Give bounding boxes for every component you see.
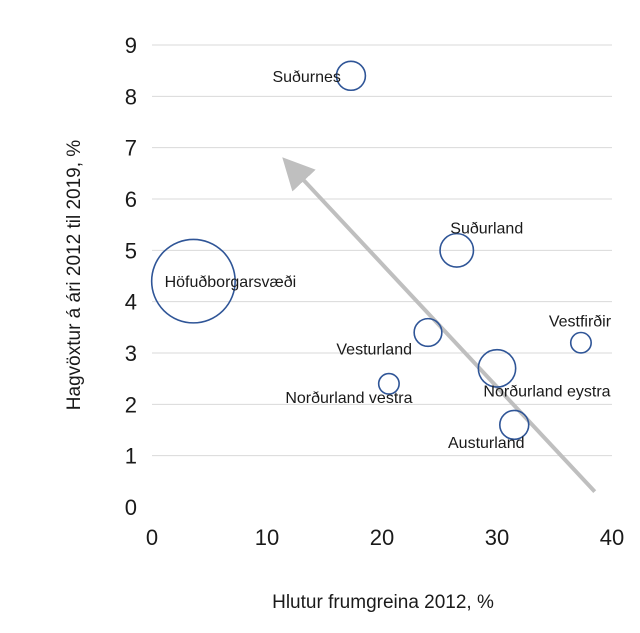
y-axis-title: Hagvöxtur á ári 2012 til 2019, % xyxy=(64,140,85,410)
point-label: Höfuðborgarsvæði xyxy=(165,274,297,291)
point-label: Norðurland vestra xyxy=(285,390,412,407)
y-tick-label: 9 xyxy=(125,33,137,58)
y-tick-label: 7 xyxy=(125,136,137,161)
y-tick-label: 2 xyxy=(125,392,137,417)
y-tick-label: 1 xyxy=(125,444,137,469)
y-tick-label: 3 xyxy=(125,341,137,366)
x-tick-label: 20 xyxy=(370,525,394,550)
grid-layer xyxy=(152,44,612,457)
bubble-point xyxy=(413,317,443,348)
point-label: Vestfirðir xyxy=(549,314,612,331)
point-label-layer: Suðurnes Höfuðborgarsvæði Suðurland Vesturl… xyxy=(165,69,612,452)
x-tick-label: 40 xyxy=(600,525,624,550)
x-tick-label: 30 xyxy=(485,525,509,550)
point-label: Suðurland xyxy=(450,220,523,237)
bubble-point xyxy=(498,409,530,441)
x-tick-label: 0 xyxy=(146,525,158,550)
x-axis-title: Hlutur frumgreina 2012, % xyxy=(272,592,494,613)
bubble-point xyxy=(377,372,400,395)
y-tick-label: 4 xyxy=(125,290,137,315)
y-tick-label: 8 xyxy=(125,84,137,109)
point-label: Austurland xyxy=(448,435,525,452)
point-label: Norðurland eystra xyxy=(483,383,610,400)
point-label: Suðurnes xyxy=(272,69,341,86)
y-tick-label: 0 xyxy=(125,495,137,520)
bubble-point xyxy=(150,238,236,324)
y-tick-label: 5 xyxy=(125,238,137,263)
bubble-point xyxy=(477,348,517,388)
tick-label-layer: 0 1 2 3 4 5 6 7 8 9 0 10 20 30 40 xyxy=(125,33,624,550)
bubble-point xyxy=(439,232,475,268)
y-tick-label: 6 xyxy=(125,187,137,212)
bubble-point xyxy=(569,331,592,354)
bubble-layer xyxy=(150,60,592,441)
bubble-point xyxy=(335,60,367,92)
x-tick-label: 10 xyxy=(255,525,279,550)
point-label: Vesturland xyxy=(336,341,412,358)
